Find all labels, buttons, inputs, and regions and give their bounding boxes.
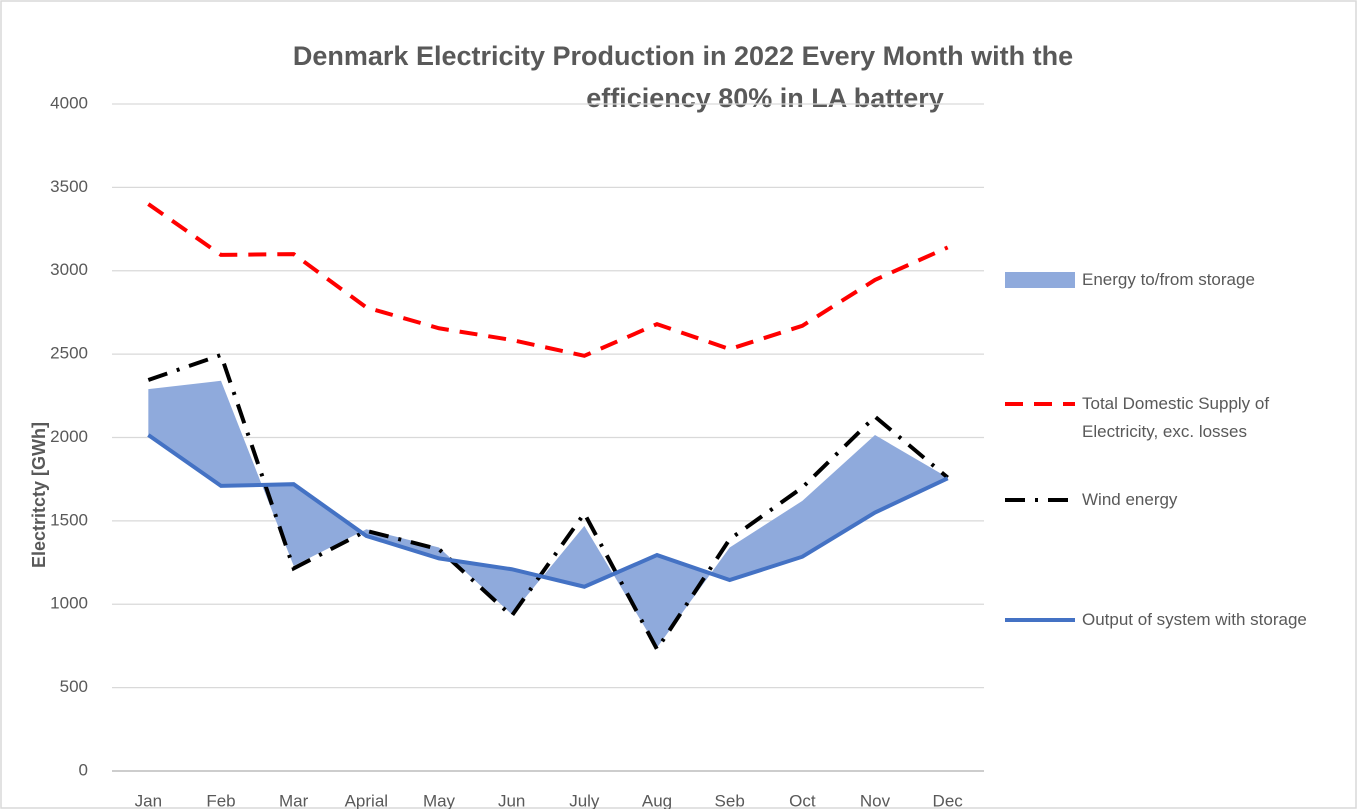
legend-label: Total Domestic Supply of Electricity, ex… (1082, 394, 1270, 441)
legend-label: Output of system with storage (1082, 610, 1307, 629)
x-tick-label: Aug (642, 791, 672, 809)
y-axis-title: Electritcty [GWh] (29, 422, 49, 568)
y-tick-label: 2000 (50, 427, 88, 446)
x-tick-label: Aprial (345, 791, 388, 809)
line-series (147, 202, 949, 358)
y-tick-label: 3000 (50, 260, 88, 279)
line-series (147, 433, 949, 589)
legend-swatch (1005, 272, 1075, 288)
x-tick-label: Seb (715, 791, 745, 809)
legend-label: Wind energy (1082, 490, 1178, 509)
x-tick-label: Nov (860, 791, 891, 809)
area-band (148, 380, 948, 648)
y-tick-label: 4000 (50, 93, 88, 112)
line-series (147, 352, 949, 654)
x-tick-label: Jan (135, 791, 162, 809)
y-tick-label: 500 (60, 677, 88, 696)
chart-title: Denmark Electricity Production in 2022 E… (293, 41, 1073, 71)
x-tick-label: Dec (933, 791, 964, 809)
legend-label: Energy to/from storage (1082, 270, 1255, 289)
y-tick-label: 0 (79, 760, 88, 779)
y-tick-label: 1500 (50, 510, 88, 529)
x-tick-label: May (423, 791, 456, 809)
x-tick-label: Feb (206, 791, 235, 809)
x-tick-label: Mar (279, 791, 309, 809)
chart-title: efficiency 80% in LA battery (586, 83, 944, 113)
x-tick-label: Oct (789, 791, 816, 809)
x-tick-label: Jun (498, 791, 525, 809)
y-tick-label: 3500 (50, 177, 88, 196)
y-tick-label: 2500 (50, 344, 88, 363)
y-tick-label: 1000 (50, 594, 88, 613)
x-tick-label: July (569, 791, 600, 809)
